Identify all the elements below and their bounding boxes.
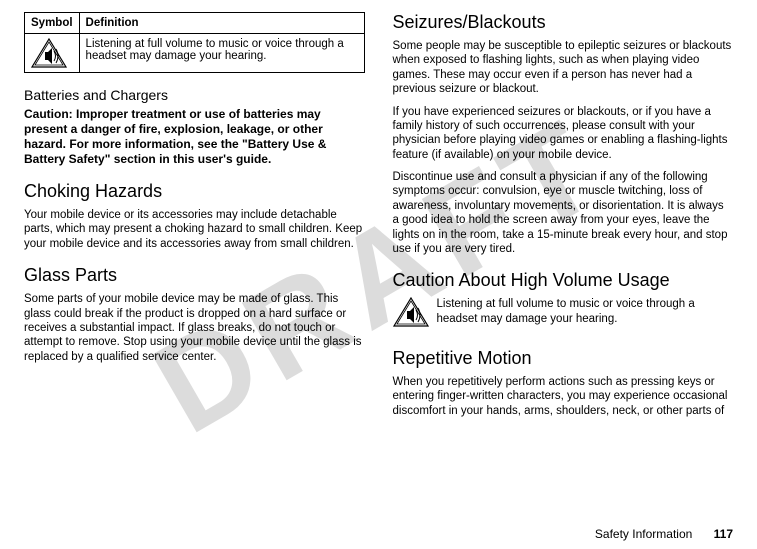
seizures-heading: Seizures/Blackouts: [393, 12, 734, 33]
right-column: Seizures/Blackouts Some people may be su…: [393, 12, 734, 426]
definition-cell: Listening at full volume to music or voi…: [79, 34, 364, 73]
batteries-heading: Batteries and Chargers: [24, 87, 365, 103]
loud-volume-warning-icon: [31, 38, 67, 68]
high-volume-caution-row: Listening at full volume to music or voi…: [393, 297, 734, 334]
left-column: Symbol Definition Listening at full volu…: [24, 12, 365, 426]
seizures-p1: Some people may be susceptible to epilep…: [393, 39, 734, 97]
page-footer: Safety Information 117: [595, 527, 733, 541]
two-column-layout: Symbol Definition Listening at full volu…: [24, 12, 733, 426]
symbol-definition-table: Symbol Definition Listening at full volu…: [24, 12, 365, 73]
symbol-cell: [25, 34, 80, 73]
footer-section-label: Safety Information: [595, 527, 692, 541]
glass-parts-body: Some parts of your mobile device may be …: [24, 292, 365, 364]
table-row: Listening at full volume to music or voi…: [25, 34, 365, 73]
loud-volume-warning-icon: [393, 297, 429, 327]
high-volume-body: Listening at full volume to music or voi…: [437, 297, 734, 326]
batteries-caution-text: Caution: Improper treatment or use of ba…: [24, 107, 365, 167]
choking-hazards-body: Your mobile device or its accessories ma…: [24, 208, 365, 251]
table-header-row: Symbol Definition: [25, 13, 365, 34]
th-symbol: Symbol: [25, 13, 80, 34]
choking-hazards-heading: Choking Hazards: [24, 181, 365, 202]
repetitive-motion-heading: Repetitive Motion: [393, 348, 734, 369]
glass-parts-heading: Glass Parts: [24, 265, 365, 286]
repetitive-motion-body: When you repetitively perform actions su…: [393, 375, 734, 418]
th-definition: Definition: [79, 13, 364, 34]
seizures-p3: Discontinue use and consult a physician …: [393, 170, 734, 256]
high-volume-heading: Caution About High Volume Usage: [393, 270, 734, 291]
seizures-p2: If you have experienced seizures or blac…: [393, 105, 734, 163]
footer-page-number: 117: [714, 527, 733, 541]
